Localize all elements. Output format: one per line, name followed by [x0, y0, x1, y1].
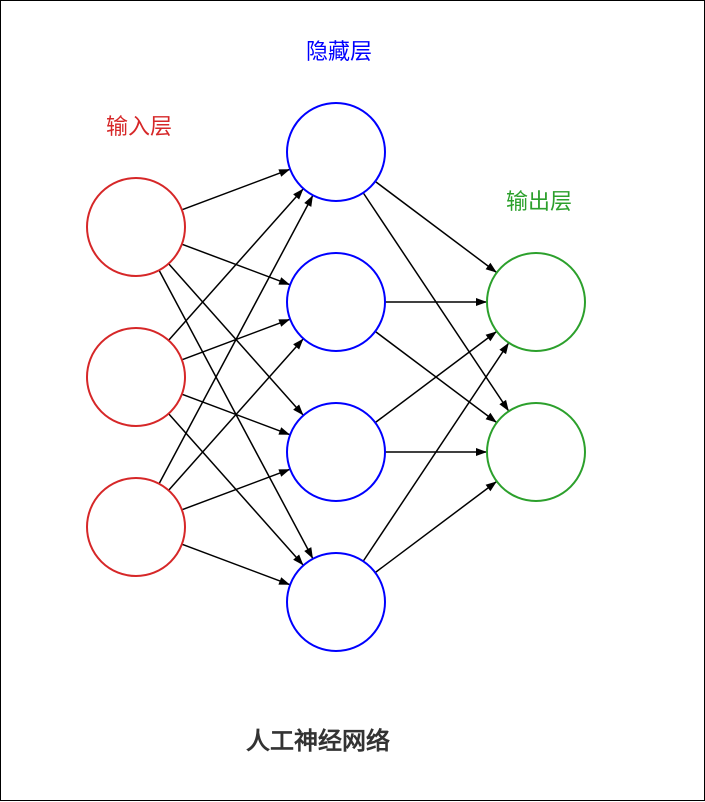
hidden-node [287, 253, 385, 351]
diagram-frame: 输入层 隐藏层 输出层 人工神经网络 [0, 0, 705, 801]
edge-arrowhead [278, 427, 290, 435]
edge-arrowhead [278, 169, 290, 177]
hidden-node [287, 103, 385, 201]
edge-arrowhead [278, 469, 290, 477]
edge-arrowhead [476, 448, 487, 456]
diagram-caption: 人工神经网络 [246, 721, 390, 756]
edge-arrowhead [499, 400, 508, 411]
input-node [87, 478, 185, 576]
edge-arrowhead [278, 319, 290, 327]
output-node [487, 403, 585, 501]
edge-arrowhead [476, 298, 487, 306]
hidden-node [287, 403, 385, 501]
edge-arrowhead [486, 413, 497, 423]
edge-arrowhead [499, 343, 508, 354]
edge [169, 189, 304, 341]
edge [169, 339, 304, 491]
input-node [87, 328, 185, 426]
edge-arrowhead [486, 331, 497, 341]
edge [182, 544, 290, 585]
hidden-node [287, 553, 385, 651]
edge [182, 469, 290, 510]
output-layer-label: 输出层 [506, 184, 572, 216]
input-node [87, 178, 185, 276]
output-node [487, 253, 585, 351]
edge [375, 181, 497, 272]
edge-arrowhead [486, 263, 497, 273]
edge [375, 481, 497, 572]
edge-arrowhead [304, 547, 313, 559]
edge [182, 169, 290, 210]
edges-group [159, 169, 509, 585]
input-layer-label: 输入层 [106, 109, 172, 141]
edge-arrowhead [304, 195, 313, 207]
hidden-layer-label: 隐藏层 [306, 34, 372, 66]
edge-arrowhead [278, 277, 290, 285]
edge-arrowhead [486, 481, 497, 491]
edge-arrowhead [278, 577, 290, 585]
